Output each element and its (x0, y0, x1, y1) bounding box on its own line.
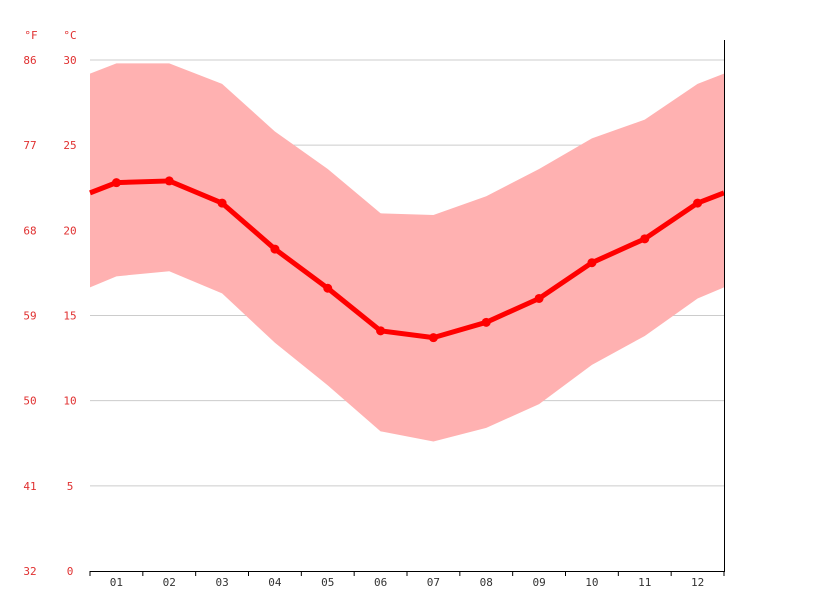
x-tick-label-month: 10 (585, 576, 598, 589)
x-tick-label-month: 02 (163, 576, 176, 589)
temperature-range-band (90, 63, 724, 442)
y-tick-label-fahrenheit: 32 (23, 565, 36, 578)
data-point (693, 198, 703, 208)
y-tick-label-fahrenheit: 59 (23, 310, 36, 323)
data-point (587, 258, 597, 268)
y-tick-label-fahrenheit: 41 (23, 480, 36, 493)
min-max-range-area (90, 63, 724, 442)
data-point (270, 244, 280, 254)
y-tick-label-fahrenheit: 50 (23, 395, 36, 408)
celsius-unit-label: °C (63, 29, 76, 42)
data-point (217, 198, 227, 208)
data-point (481, 317, 491, 327)
x-tick-label-month: 09 (532, 576, 545, 589)
data-point (111, 178, 121, 188)
y-tick-label-celsius: 20 (63, 224, 76, 237)
x-tick-label-month: 06 (374, 576, 387, 589)
x-tick-label-month: 07 (427, 576, 440, 589)
data-point (323, 283, 333, 293)
y-tick-label-celsius: 15 (63, 310, 76, 323)
data-point (428, 333, 438, 343)
data-point (534, 293, 544, 303)
x-tick-label-month: 04 (268, 576, 282, 589)
axis-labels: °F °C 0 32 5 41 10 50 15 59 20 68 25 77 30 86 01 02 03 04… (23, 29, 704, 589)
x-tick-label-month: 05 (321, 576, 334, 589)
axes (89, 40, 725, 576)
y-tick-label-fahrenheit: 86 (23, 54, 36, 67)
data-point (376, 326, 386, 336)
x-tick-label-month: 08 (480, 576, 493, 589)
x-tick-label-month: 01 (110, 576, 123, 589)
y-tick-label-fahrenheit: 77 (23, 139, 36, 152)
x-tick-label-month: 12 (691, 576, 704, 589)
fahrenheit-unit-label: °F (24, 29, 37, 42)
y-tick-label-celsius: 5 (67, 480, 74, 493)
x-tick-label-month: 11 (638, 576, 651, 589)
average-temperature-series (89, 176, 725, 343)
y-tick-label-celsius: 10 (63, 395, 76, 408)
data-point (640, 234, 650, 244)
average-temperature-line (89, 178, 725, 341)
y-tick-label-celsius: 25 (63, 139, 76, 152)
y-tick-label-celsius: 30 (63, 54, 76, 67)
y-tick-label-celsius: 0 (67, 565, 74, 578)
data-point (164, 176, 174, 186)
y-tick-label-fahrenheit: 68 (23, 224, 36, 237)
x-tick-label-month: 03 (215, 576, 228, 589)
